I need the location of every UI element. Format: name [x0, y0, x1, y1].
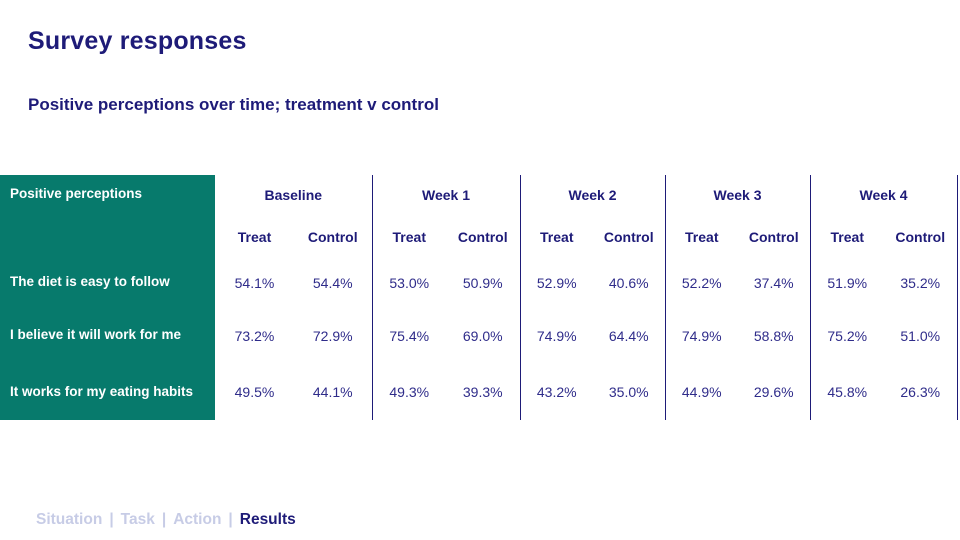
value-cell: 51.0%	[884, 307, 958, 364]
sub-column-header: Treat	[237, 228, 272, 245]
value-cell: 73.2%	[234, 327, 275, 344]
value-cell: 52.2%	[664, 258, 738, 307]
value-cell: 45.8%	[809, 364, 884, 420]
value-cell: 35.2%	[884, 258, 958, 307]
value-cell: 26.3%	[884, 364, 958, 420]
value-cell: 50.9%	[462, 274, 503, 291]
footer-separator: |	[109, 511, 114, 528]
value-cell: 40.6%	[608, 274, 649, 291]
value-cell: 53.0%	[371, 258, 446, 307]
table-row: The diet is easy to follow 54.1% 54.4% 53.0…	[0, 258, 958, 307]
column-group-header: Baseline	[264, 187, 323, 203]
page-title: Survey responses	[28, 27, 247, 55]
value-cell: 49.5%	[234, 384, 275, 400]
value-cell: 64.4%	[608, 327, 649, 344]
row-label: I believe it will work for me	[0, 307, 215, 364]
footer-item-results: Results	[239, 511, 296, 528]
sub-column-header: Control	[748, 228, 799, 245]
column-group-header: Week 2	[519, 175, 665, 215]
footer-item-action: Action	[173, 511, 222, 528]
starr-footer: Situation | Task | Action | Results	[36, 511, 296, 529]
sub-column-header: Treat	[371, 215, 446, 258]
value-cell: 52.9%	[519, 258, 593, 307]
value-cell: 75.2%	[809, 307, 884, 364]
value-cell: 44.1%	[312, 384, 353, 400]
footer-item-situation: Situation	[36, 511, 103, 528]
value-cell: 74.9%	[664, 307, 738, 364]
value-cell: 72.9%	[312, 327, 353, 344]
value-cell: 74.9%	[519, 307, 593, 364]
sub-column-header: Control	[457, 228, 508, 245]
row-label: The diet is easy to follow	[0, 258, 215, 307]
value-cell: 35.0%	[608, 384, 649, 400]
sub-column-header: Control	[307, 228, 358, 245]
sub-column-header: Treat	[809, 215, 884, 258]
sub-column-header: Treat	[664, 215, 738, 258]
table-row: I believe it will work for me 73.2% 72.9% 7…	[0, 307, 958, 364]
value-cell: 44.9%	[664, 364, 738, 420]
value-cell: 49.3%	[371, 364, 446, 420]
value-cell: 29.6%	[753, 384, 794, 400]
table-corner-header: Positive perceptions	[0, 175, 215, 258]
value-cell: 54.1%	[234, 274, 275, 291]
value-cell: 51.9%	[809, 258, 884, 307]
value-cell: 69.0%	[462, 327, 503, 344]
value-cell: 39.3%	[462, 384, 503, 400]
survey-table: Positive perceptions Baseline Week 1 Week 2…	[0, 175, 958, 420]
row-label: It works for my eating habits	[0, 364, 215, 420]
column-group-header: Week 4	[809, 175, 958, 215]
value-cell: 58.8%	[753, 327, 794, 344]
sub-column-header: Control	[884, 215, 958, 258]
value-cell: 75.4%	[371, 307, 446, 364]
sub-column-header: Control	[603, 228, 654, 245]
column-group-header: Week 1	[371, 175, 520, 215]
page-subtitle: Positive perceptions over time; treatmen…	[28, 95, 439, 114]
value-cell: 43.2%	[519, 364, 593, 420]
footer-item-task: Task	[120, 511, 155, 528]
table-row: It works for my eating habits 49.5% 44.1% 4…	[0, 364, 958, 420]
column-group-header: Week 3	[664, 175, 810, 215]
footer-separator: |	[228, 511, 233, 528]
value-cell: 54.4%	[312, 274, 353, 291]
sub-column-header: Treat	[519, 215, 593, 258]
footer-separator: |	[161, 511, 167, 528]
value-cell: 37.4%	[753, 274, 794, 291]
